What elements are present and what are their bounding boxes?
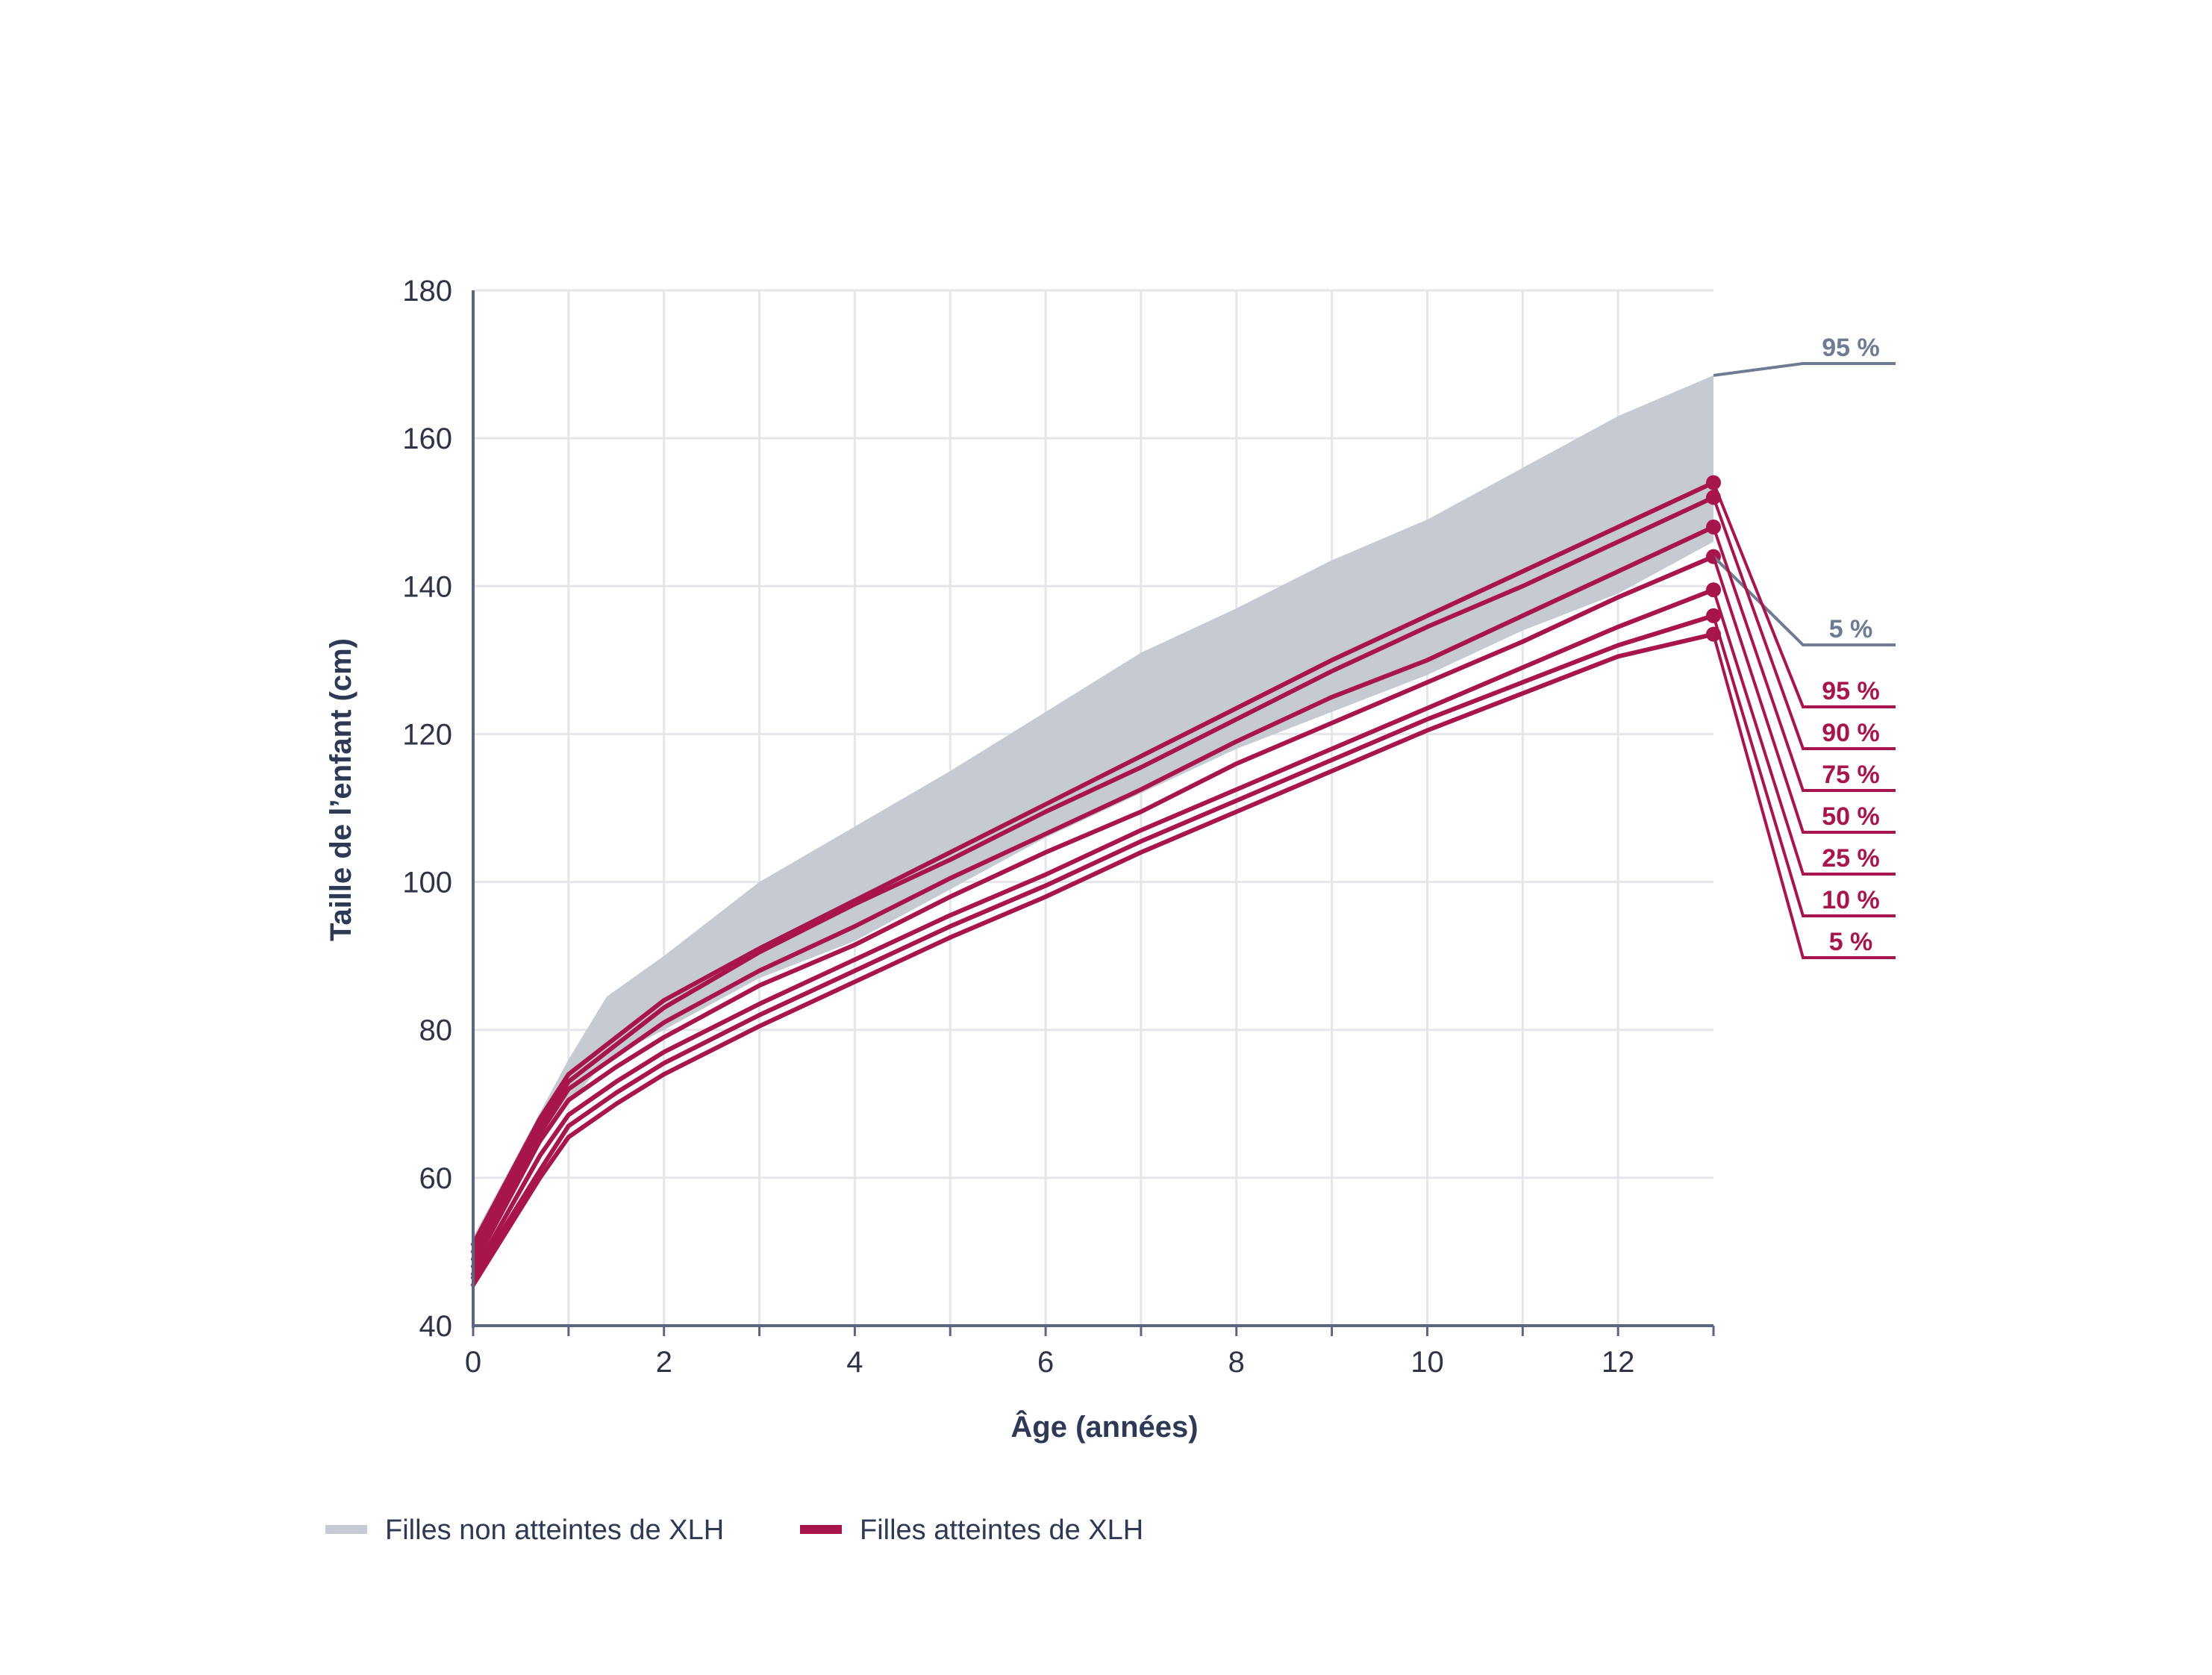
- xlh-series-layer: [471, 475, 1721, 1288]
- y-tick-label-80: 80: [419, 1014, 453, 1047]
- xlh-label-leader-5: [1712, 615, 1896, 917]
- legend-label-xlh: Filles atteintes de XLH: [860, 1515, 1143, 1546]
- band-label-95: 95 %: [1822, 334, 1880, 362]
- xlh-series-line-3: [471, 554, 1716, 1269]
- xlh-label-leader-6: [1712, 634, 1896, 959]
- y-axis-title: Taille de l’enfant (cm): [325, 638, 357, 941]
- legend-swatch-xlh: [800, 1525, 842, 1534]
- x-tick-label-6: 6: [1037, 1346, 1054, 1379]
- x-tick-label-4: 4: [846, 1346, 863, 1379]
- xlh-label-1: 90 %: [1822, 719, 1880, 747]
- y-tick-label-160: 160: [402, 422, 452, 455]
- percentile-labels: 95 % 5 % 95 % 90 % 75 % 50 % 25 % 10 % 5 %: [1712, 334, 1896, 959]
- legend-swatch-unaffected: [325, 1525, 367, 1534]
- xlh-series-line-1: [471, 495, 1716, 1254]
- tick-labels: 0 2 4 6 8 10 12 40 60 80 100 120 140 160 180: [402, 275, 1634, 1379]
- x-tick-label-8: 8: [1228, 1346, 1245, 1379]
- band-label-5-leader: [1712, 555, 1896, 646]
- y-tick-label-60: 60: [419, 1162, 453, 1195]
- y-tick-label-180: 180: [402, 275, 452, 308]
- xlh-label-6: 5 %: [1829, 928, 1873, 956]
- xlh-series-line-4: [471, 587, 1716, 1276]
- xlh-series-line-0: [471, 480, 1716, 1247]
- y-tick-label-100: 100: [402, 867, 452, 899]
- xlh-label-3: 50 %: [1822, 802, 1880, 831]
- xlh-label-leader-4: [1712, 589, 1896, 876]
- axes: [472, 290, 1715, 1336]
- xlh-series-line-2: [471, 525, 1716, 1261]
- x-tick-label-2: 2: [656, 1346, 672, 1379]
- legend-label-unaffected: Filles non atteintes de XLH: [385, 1515, 724, 1546]
- xlh-label-5: 10 %: [1822, 886, 1880, 914]
- x-axis-title: Âge (années): [1010, 1409, 1198, 1444]
- xlh-label-leader-2: [1712, 526, 1896, 792]
- xlh-label-leader-0: [1712, 481, 1896, 708]
- xlh-series-line-6: [471, 631, 1716, 1288]
- y-tick-label-120: 120: [402, 718, 452, 751]
- x-tick-label-0: 0: [465, 1346, 481, 1379]
- y-tick-label-140: 140: [402, 570, 452, 603]
- y-tick-label-40: 40: [419, 1310, 453, 1343]
- xlh-label-4: 25 %: [1822, 844, 1880, 873]
- band-label-95-leader: [1713, 362, 1896, 377]
- xlh-series-line-5: [471, 613, 1716, 1280]
- x-tick-label-10: 10: [1410, 1346, 1444, 1379]
- xlh-label-0: 95 %: [1822, 677, 1880, 705]
- x-tick-label-12: 12: [1602, 1346, 1635, 1379]
- xlh-label-leader-3: [1712, 556, 1896, 834]
- xlh-label-2: 75 %: [1822, 761, 1880, 789]
- legend: Filles non atteintes de XLH Filles attei…: [325, 1515, 1143, 1546]
- band-label-5: 5 %: [1829, 615, 1873, 643]
- xlh-label-leader-1: [1712, 496, 1896, 750]
